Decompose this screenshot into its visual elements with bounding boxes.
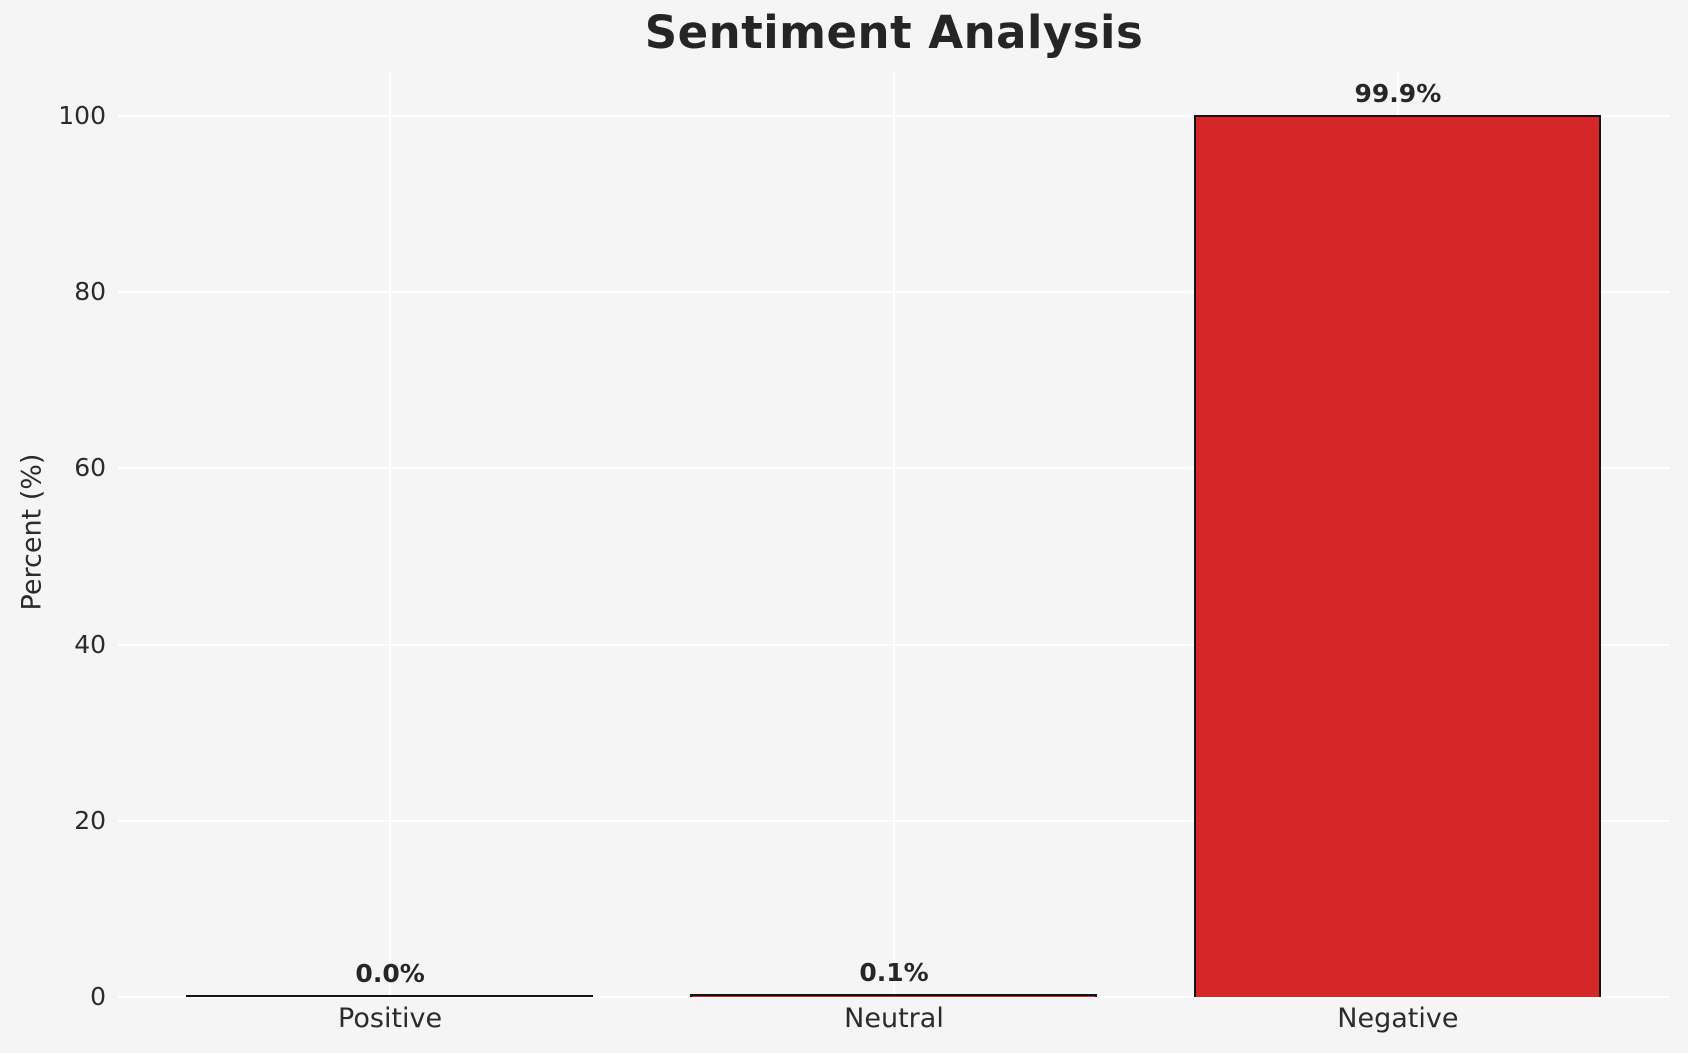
x-tick-label: Positive [338, 1003, 443, 1034]
bar-negative [1193, 114, 1601, 997]
bar-value-label: 0.1% [859, 958, 929, 988]
y-tick-label: 20 [74, 805, 106, 835]
gridline-vertical [389, 72, 392, 997]
y-tick-label: 0 [90, 982, 106, 1011]
gridline-vertical [893, 72, 895, 997]
y-tick-label: 100 [58, 101, 106, 131]
chart-title: Sentiment Analysis [644, 6, 1144, 59]
bar-value-label: 99.9% [1354, 78, 1442, 108]
x-tick-label: Neutral [844, 1003, 944, 1034]
gridline-horizontal [118, 996, 1670, 998]
x-tick-label: Negative [1337, 1003, 1459, 1034]
plot-area: 0.0% 0.1% 99.9% [118, 72, 1670, 998]
bar-neutral [689, 994, 1098, 997]
y-tick-label: 40 [74, 629, 106, 659]
bar-positive [186, 995, 594, 997]
bar-value-label: 0.0% [355, 959, 425, 988]
y-tick-label: 80 [74, 277, 106, 307]
y-tick-label: 60 [74, 453, 106, 483]
